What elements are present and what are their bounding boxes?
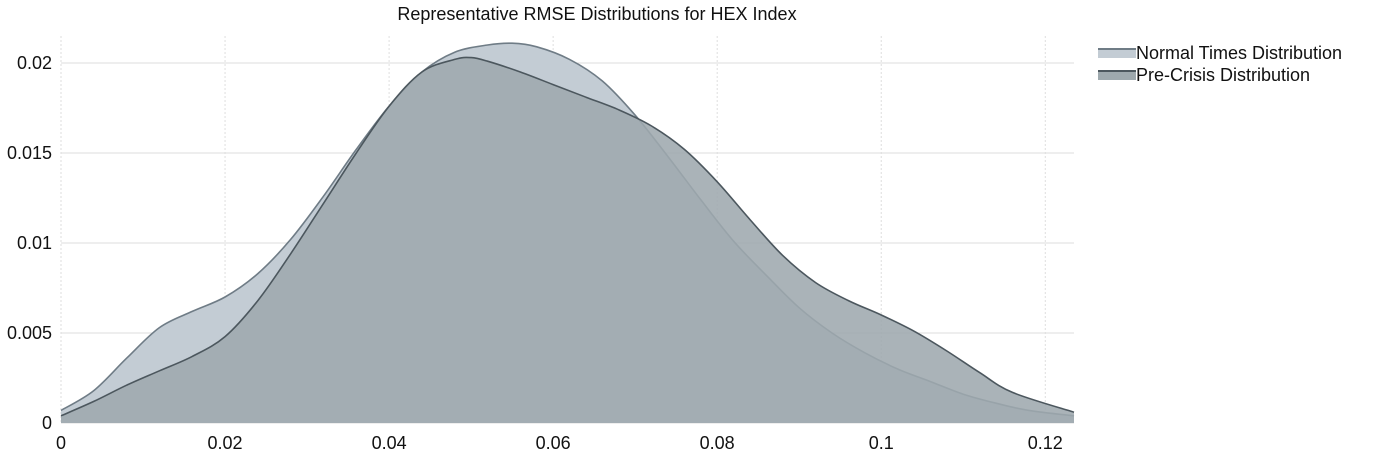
legend-label-pre-crisis: Pre-Crisis Distribution — [1136, 64, 1311, 85]
x-tick-label-5: 0.1 — [869, 433, 894, 453]
legend-label-normal-times: Normal Times Distribution — [1136, 42, 1343, 63]
x-tick-label-4: 0.08 — [700, 433, 735, 453]
series-layer — [60, 42, 1075, 424]
legend-swatch-pre-crisis — [1098, 70, 1136, 80]
y-tick-label-2: 0.01 — [17, 233, 52, 253]
legend-item-normal-times: Normal Times Distribution — [1098, 42, 1342, 64]
x-tick-label-0: 0 — [56, 433, 66, 453]
area-pre-crisis — [61, 57, 1074, 424]
line-pre-crisis — [60, 56, 1075, 417]
y-tick-label-0: 0 — [42, 413, 52, 433]
x-tick-label-6: 0.12 — [1028, 433, 1063, 453]
legend-swatch-normal-times — [1098, 48, 1136, 58]
legend-item-pre-crisis: Pre-Crisis Distribution — [1098, 64, 1342, 86]
axes: 0 0.02 0.04 0.06 0.08 0.1 0.12 0 0.005 0.01 0.015 0… — [7, 53, 1063, 453]
y-tick-label-1: 0.005 — [7, 323, 52, 343]
y-tick-label-3: 0.015 — [7, 143, 52, 163]
chart-title: Representative RMSE Distributions for HE… — [397, 4, 796, 24]
y-tick-label-4: 0.02 — [17, 53, 52, 73]
x-tick-label-3: 0.06 — [536, 433, 571, 453]
legend: Normal Times Distribution Pre-Crisis Dis… — [1098, 42, 1342, 86]
x-tick-label-2: 0.04 — [372, 433, 407, 453]
x-tick-label-1: 0.02 — [208, 433, 243, 453]
